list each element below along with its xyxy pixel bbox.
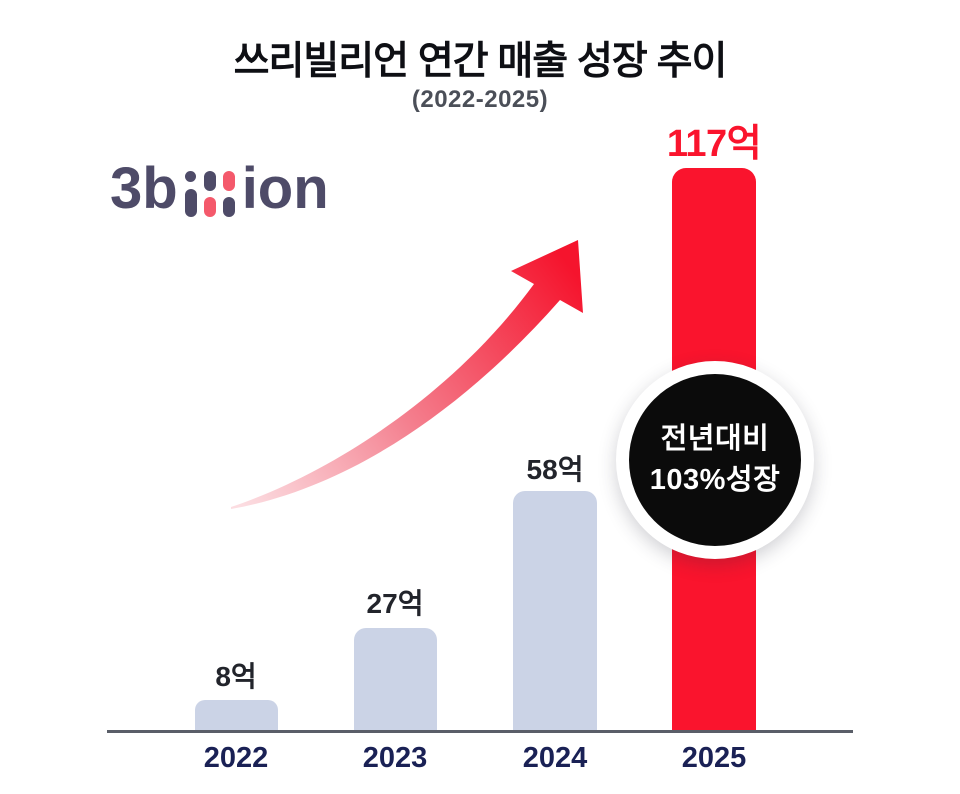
chart-title: 쓰리빌리언 연간 매출 성장 추이 — [233, 40, 728, 83]
logo-letter-l2-icon — [222, 171, 235, 217]
logo-letter-i-icon — [184, 171, 197, 217]
logo-text-end: ion — [241, 156, 329, 221]
year-label-2023: 2023 — [362, 742, 428, 774]
year-label-2025: 2025 — [681, 742, 747, 774]
logo-letter-l1-icon — [203, 171, 216, 217]
value-label-2025: 117억 — [666, 123, 762, 165]
year-label-2022: 2022 — [203, 742, 269, 774]
logo-text-start: 3b — [110, 156, 178, 221]
bar-2024 — [513, 491, 597, 731]
badge-line-2: 103%성장 — [649, 464, 781, 496]
value-label-2023: 27억 — [366, 588, 424, 619]
badge-line-1: 전년대비 — [660, 423, 770, 455]
value-label-2022: 8억 — [215, 661, 257, 692]
bar-2022 — [195, 700, 278, 731]
growth-badge: 전년대비 103%성장 — [616, 361, 814, 559]
x-axis-line — [107, 730, 853, 733]
bar-2023 — [354, 628, 437, 731]
year-label-2024: 2024 — [522, 742, 588, 774]
chart-subtitle: (2022-2025) — [411, 86, 549, 113]
logo-3billion: 3b ion — [110, 156, 329, 218]
